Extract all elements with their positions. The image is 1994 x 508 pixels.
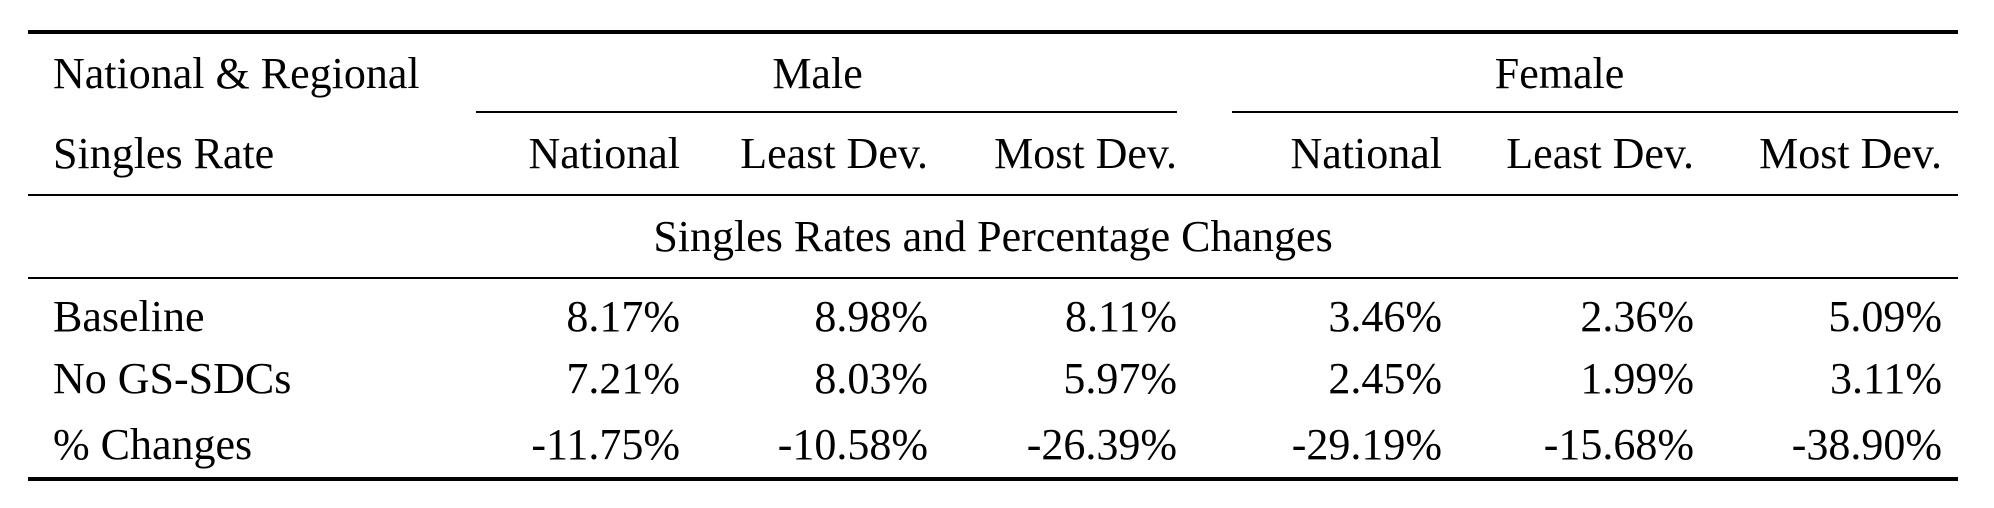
cell-baseline-female-national: 3.46% bbox=[1328, 291, 1443, 341]
table-row-baseline: Baseline 8.17% 8.98% 8.11% 3.46% 2.36% 5… bbox=[28, 278, 1958, 345]
col-header-female-least-dev: Least Dev. bbox=[1442, 113, 1695, 196]
row-label-pct-changes: % Changes bbox=[53, 420, 253, 469]
col-header-male-national: National bbox=[458, 113, 680, 196]
group-header-female: Female bbox=[1177, 32, 1959, 113]
table-row-pct-changes: % Changes -11.75% -10.58% -26.39% -29.19… bbox=[28, 412, 1958, 479]
group-header-row: National & Regional Male Female bbox=[28, 32, 1959, 113]
cell-baseline-male-most-dev: 8.11% bbox=[1065, 291, 1178, 341]
group-label-female: Female bbox=[1494, 49, 1625, 98]
col-header-female-national: National bbox=[1177, 113, 1443, 196]
cell-baseline-female-most-dev: 5.09% bbox=[1828, 291, 1943, 341]
section-title: Singles Rates and Percentage Changes bbox=[28, 195, 1959, 279]
cell-pctchanges-male-national: -11.75% bbox=[531, 420, 680, 469]
cell-nogssdcs-female-most-dev: 3.11% bbox=[1830, 354, 1943, 403]
row-label-no-gs-sdcs: No GS-SDCs bbox=[53, 354, 292, 403]
cell-nogssdcs-male-national: 7.21% bbox=[566, 354, 680, 403]
female-cmidrule bbox=[1232, 111, 1959, 113]
cell-pctchanges-female-least-dev: -15.68% bbox=[1543, 420, 1695, 469]
cell-pctchanges-female-national: -29.19% bbox=[1291, 420, 1443, 469]
singles-rate-table: National & Regional Male Female Singles … bbox=[28, 30, 1959, 481]
cell-nogssdcs-male-most-dev: 5.97% bbox=[1063, 354, 1178, 403]
column-header-row: Singles Rate National Least Dev. Most De… bbox=[28, 113, 1959, 196]
cell-baseline-male-national: 8.17% bbox=[566, 291, 680, 341]
stub-header-line2: Singles Rate bbox=[28, 113, 458, 196]
cell-nogssdcs-female-national: 2.45% bbox=[1328, 354, 1443, 403]
col-header-female-most-dev: Most Dev. bbox=[1694, 113, 1959, 196]
cell-pctchanges-female-most-dev: -38.90% bbox=[1791, 420, 1943, 469]
cell-baseline-male-least-dev: 8.98% bbox=[814, 291, 928, 341]
section-title-row: Singles Rates and Percentage Changes bbox=[28, 195, 1959, 279]
cell-baseline-female-least-dev: 2.36% bbox=[1580, 291, 1695, 341]
cell-pctchanges-male-least-dev: -10.58% bbox=[777, 420, 928, 469]
cell-pctchanges-male-most-dev: -26.39% bbox=[1026, 420, 1178, 469]
group-label-male: Male bbox=[772, 49, 863, 98]
col-header-male-most-dev: Most Dev. bbox=[928, 113, 1178, 196]
row-label-baseline: Baseline bbox=[53, 291, 205, 341]
stub-header-line1: National & Regional bbox=[53, 49, 420, 98]
male-cmidrule bbox=[476, 111, 1178, 113]
cell-nogssdcs-male-least-dev: 8.03% bbox=[814, 354, 928, 403]
table-row-no-gs-sdcs: No GS-SDCs 7.21% 8.03% 5.97% 2.45% 1.99%… bbox=[28, 345, 1958, 412]
col-header-male-least-dev: Least Dev. bbox=[680, 113, 928, 196]
group-header-male: Male bbox=[458, 32, 1178, 113]
cell-nogssdcs-female-least-dev: 1.99% bbox=[1580, 354, 1695, 403]
